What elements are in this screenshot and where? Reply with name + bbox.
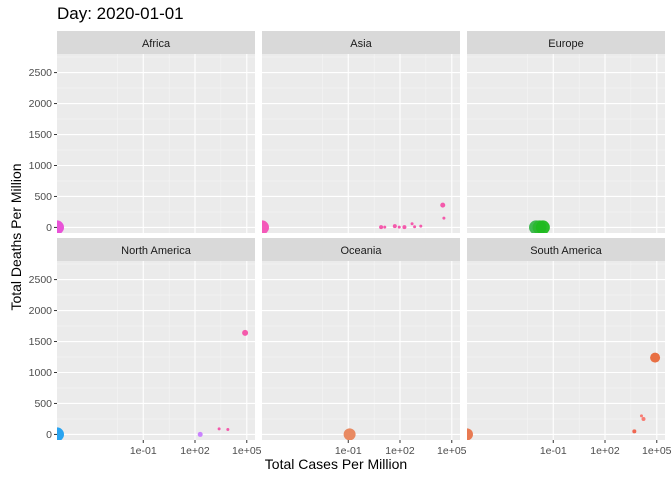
facet-strip [57, 31, 255, 54]
chart-title: Day: 2020-01-01 [57, 4, 184, 23]
facet-strip-label: Oceania [341, 245, 383, 257]
data-point [262, 220, 269, 233]
facet-strip-label: North America [121, 245, 192, 257]
data-points [262, 202, 446, 233]
y-tick-label: 1000 [29, 160, 53, 172]
data-point [217, 427, 221, 431]
y-tick-label: 1500 [29, 129, 53, 141]
y-tick-label: 1500 [29, 336, 53, 348]
x-tick-label: 1e-01 [335, 445, 362, 457]
facet-strip-label: Asia [350, 38, 372, 50]
facet-strip [57, 238, 255, 261]
x-tick-label: 1e+05 [642, 445, 672, 457]
x-axis-title: Total Cases Per Million [264, 456, 408, 472]
data-point [392, 224, 397, 229]
facet-strip [262, 31, 460, 54]
y-tick-label: 2000 [29, 305, 53, 317]
y-axis-title: Total Deaths Per Million [8, 163, 24, 311]
y-tick-label: 1000 [29, 367, 53, 379]
facet-north-america: North America 0 500 1000 1500 2000 2500 1e-01 1e… [29, 238, 262, 457]
data-point [632, 429, 637, 434]
data-point [440, 202, 446, 208]
x-tick-label: 1e-01 [130, 445, 157, 457]
y-tick-label: 2000 [29, 98, 53, 110]
data-point [413, 225, 417, 229]
data-point [467, 428, 473, 440]
facet-strip-label: South America [530, 245, 602, 257]
data-point [410, 222, 414, 226]
panel-background [57, 54, 255, 233]
data-point [383, 225, 387, 229]
data-point [379, 225, 384, 230]
facet-africa: Africa 0 500 1000 1500 2000 2500 [29, 31, 255, 234]
data-point [197, 431, 203, 437]
data-point [226, 427, 230, 431]
data-point [343, 428, 356, 440]
data-point [442, 216, 446, 220]
panel-background [467, 261, 665, 440]
data-points [57, 220, 64, 233]
data-point [57, 427, 64, 440]
data-point [639, 414, 643, 418]
facet-asia: Asia [262, 31, 460, 233]
data-point [242, 329, 249, 336]
data-points [57, 329, 249, 440]
facet-oceania: Oceania 1e-01 1e+02 1e+05 [262, 238, 467, 457]
x-tick-label: 1e+05 [232, 445, 262, 457]
data-point [650, 352, 661, 363]
facet-strip-label: Africa [142, 38, 171, 50]
facet-strip-label: Europe [548, 38, 583, 50]
data-point [419, 224, 423, 228]
facet-strip [467, 238, 665, 261]
y-tick-label: 2500 [29, 67, 53, 79]
x-tick-label: 1e-01 [540, 445, 567, 457]
facet-strip [467, 31, 665, 54]
data-points [343, 428, 356, 440]
y-tick-label: 500 [34, 398, 52, 410]
y-tick-label: 500 [34, 191, 52, 203]
data-point [397, 225, 401, 229]
data-points [529, 220, 550, 233]
x-tick-label: 1e+05 [437, 445, 467, 457]
y-tick-label: 2500 [29, 274, 53, 286]
facet-strip [262, 238, 460, 261]
facet-south-america: South America 1e-01 1e+02 1e+05 [467, 238, 672, 457]
panel-background [262, 54, 460, 233]
data-point [57, 220, 64, 233]
panel-background [57, 261, 255, 440]
panel-background [262, 261, 460, 440]
y-tick-label: 0 [46, 222, 52, 234]
x-tick-label: 1e+02 [180, 445, 210, 457]
data-point [402, 225, 407, 230]
facet-europe: Europe [467, 31, 665, 233]
y-tick-label: 0 [46, 429, 52, 441]
panel-background [467, 54, 665, 233]
data-point [641, 416, 646, 421]
data-point [535, 220, 550, 233]
x-tick-label: 1e+02 [385, 445, 415, 457]
x-tick-label: 1e+02 [590, 445, 620, 457]
data-points [467, 352, 661, 440]
